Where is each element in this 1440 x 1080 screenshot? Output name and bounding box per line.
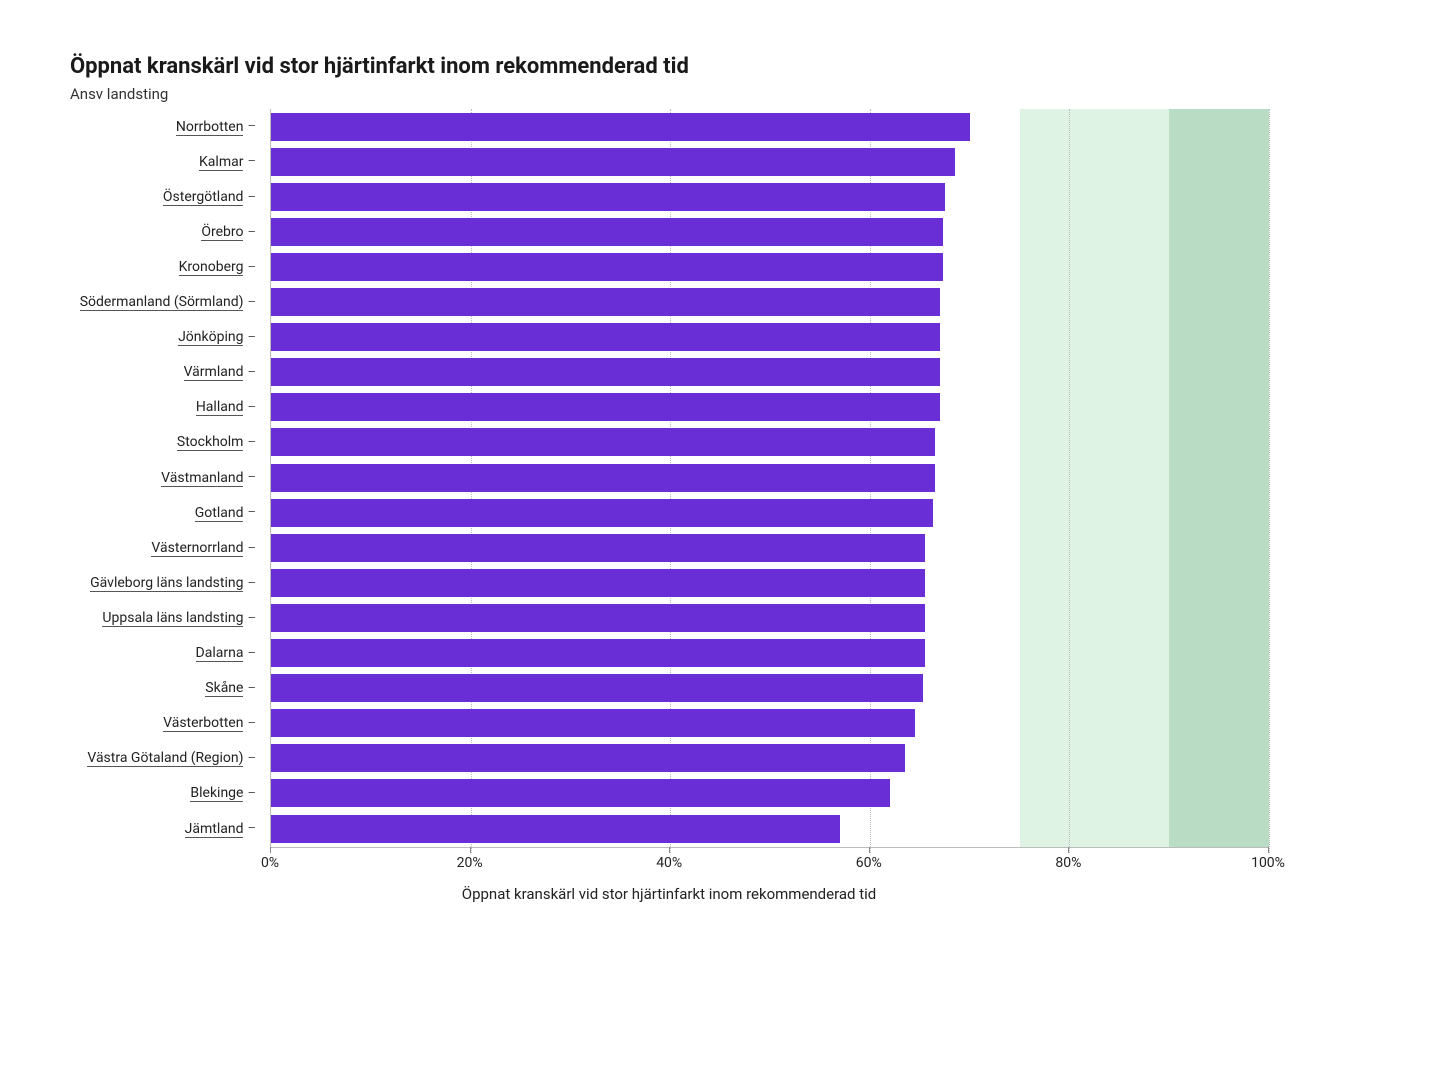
target-band <box>1020 109 1170 847</box>
y-tick-dash: – <box>247 716 256 731</box>
y-tick-label[interactable]: Halland– <box>196 399 256 415</box>
y-tick-dash: – <box>247 225 256 240</box>
chart: Norrbotten– Kalmar– Östergötland– Örebro– Kr… <box>70 109 1370 917</box>
y-tick-dash: – <box>247 470 256 485</box>
bar <box>271 253 943 281</box>
bar <box>271 779 890 807</box>
bar <box>271 569 925 597</box>
y-tick-label[interactable]: Gävleborg läns landsting– <box>90 575 256 591</box>
chart-title: Öppnat kranskärl vid stor hjärtinfarkt i… <box>70 54 1370 79</box>
y-tick-label[interactable]: Kronoberg– <box>179 259 256 275</box>
target-band <box>1169 109 1269 847</box>
y-tick-label[interactable]: Stockholm– <box>177 434 256 450</box>
y-tick-label[interactable]: Norrbotten– <box>176 119 256 135</box>
bar <box>271 288 940 316</box>
y-tick-label[interactable]: Jönköping– <box>178 329 256 345</box>
y-axis-title: Ansv landsting <box>70 85 1370 103</box>
bar <box>271 499 933 527</box>
x-tick-label: 80% <box>1055 855 1081 871</box>
y-tick-label[interactable]: Gotland– <box>195 505 256 521</box>
bar <box>271 709 915 737</box>
y-tick-label[interactable]: Skåne– <box>205 680 256 696</box>
y-tick-dash: – <box>247 190 256 205</box>
x-tick-label: 100% <box>1251 855 1285 871</box>
y-tick-dash: – <box>247 786 256 801</box>
page: Öppnat kranskärl vid stor hjärtinfarkt i… <box>0 0 1440 1080</box>
y-tick-label[interactable]: Västernorrland– <box>151 540 256 556</box>
y-tick-dash: – <box>247 505 256 520</box>
bar <box>271 428 935 456</box>
bar <box>271 148 955 176</box>
bar <box>271 113 970 141</box>
y-tick-dash: – <box>247 119 256 134</box>
y-tick-dash: – <box>247 681 256 696</box>
bar <box>271 183 945 211</box>
y-tick-dash: – <box>247 330 256 345</box>
bar <box>271 358 940 386</box>
y-tick-label[interactable]: Kalmar– <box>199 154 256 170</box>
y-tick-label[interactable]: Örebro– <box>201 224 256 240</box>
y-tick-dash: – <box>247 295 256 310</box>
bar <box>271 639 925 667</box>
y-tick-label[interactable]: Södermanland (Sörmland)– <box>80 294 256 310</box>
x-tick-label: 60% <box>856 855 882 871</box>
x-axis-title: Öppnat kranskärl vid stor hjärtinfarkt i… <box>70 885 1268 903</box>
y-tick-dash: – <box>247 576 256 591</box>
x-tick-label: 20% <box>457 855 483 871</box>
y-tick-dash: – <box>247 154 256 169</box>
plot-area <box>270 109 1269 847</box>
y-tick-label[interactable]: Dalarna– <box>196 645 256 661</box>
bar <box>271 218 943 246</box>
y-tick-label[interactable]: Värmland– <box>184 364 256 380</box>
bar <box>271 534 925 562</box>
y-tick-dash: – <box>247 541 256 556</box>
y-tick-label[interactable]: Västerbotten– <box>163 715 256 731</box>
y-tick-label[interactable]: Östergötland– <box>163 189 256 205</box>
y-tick-label[interactable]: Västra Götaland (Region)– <box>87 750 256 766</box>
y-tick-dash: – <box>247 365 256 380</box>
y-tick-dash: – <box>247 646 256 661</box>
bar <box>271 815 840 843</box>
y-tick-label[interactable]: Jämtland– <box>185 821 256 837</box>
y-axis-labels: Norrbotten– Kalmar– Östergötland– Örebro– Kr… <box>70 109 256 847</box>
y-tick-dash: – <box>247 821 256 836</box>
x-axis: 0%20%40%60%80%100% <box>270 847 1268 877</box>
y-tick-dash: – <box>247 400 256 415</box>
bar <box>271 323 940 351</box>
y-tick-label[interactable]: Uppsala läns landsting– <box>102 610 256 626</box>
y-tick-dash: – <box>247 751 256 766</box>
bar <box>271 604 925 632</box>
x-grid-line <box>1269 109 1270 853</box>
y-tick-dash: – <box>247 611 256 626</box>
y-tick-dash: – <box>247 435 256 450</box>
y-tick-label[interactable]: Blekinge– <box>190 785 256 801</box>
x-tick-label: 40% <box>656 855 682 871</box>
x-axis-line <box>270 847 1268 848</box>
bar <box>271 464 935 492</box>
bar <box>271 674 923 702</box>
y-tick-dash: – <box>247 260 256 275</box>
y-tick-label[interactable]: Västmanland– <box>161 470 256 486</box>
bar <box>271 393 940 421</box>
x-tick-label: 0% <box>261 855 279 871</box>
x-grid-line <box>1069 109 1070 853</box>
bar <box>271 744 905 772</box>
